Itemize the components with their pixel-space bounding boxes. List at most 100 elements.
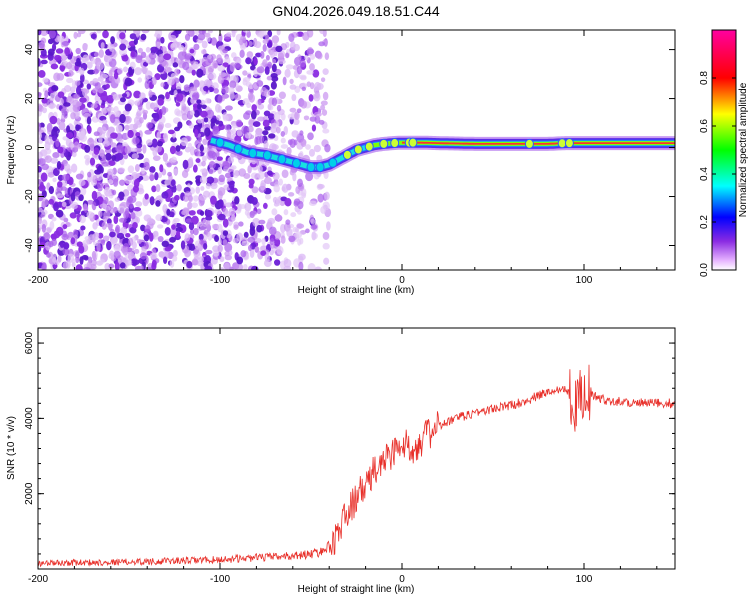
noise-point — [108, 75, 116, 82]
noise-point — [53, 202, 59, 212]
bottom-x-tick-label: -200 — [28, 574, 48, 585]
noise-point — [74, 80, 81, 86]
noise-point — [156, 131, 161, 141]
noise-point — [183, 84, 190, 91]
noise-point — [189, 229, 195, 235]
noise-point — [119, 97, 126, 103]
noise-point — [295, 231, 303, 239]
noise-point — [221, 85, 230, 94]
noise-point — [155, 200, 161, 207]
noise-point — [134, 248, 140, 254]
noise-point — [198, 194, 207, 201]
noise-point — [80, 210, 86, 217]
noise-point — [224, 172, 232, 179]
noise-point — [168, 202, 175, 208]
noise-point — [156, 41, 161, 49]
noise-point — [38, 184, 46, 192]
noise-point — [316, 52, 323, 60]
noise-point — [262, 44, 267, 52]
noise-point — [48, 240, 54, 248]
noise-point — [124, 116, 130, 123]
noise-point — [180, 137, 188, 147]
noise-point — [124, 259, 133, 266]
noise-point — [97, 87, 105, 94]
bottom-y-axis-label: SNR (10 * v/v) — [6, 416, 17, 480]
noise-point — [271, 58, 277, 64]
noise-point — [261, 237, 266, 246]
noise-point — [149, 196, 155, 206]
noise-point — [52, 253, 57, 259]
noise-point — [273, 184, 280, 193]
noise-point — [50, 157, 59, 164]
noise-point — [269, 238, 275, 246]
ridge-blob — [262, 150, 272, 161]
noise-point — [73, 249, 81, 258]
top-y-tick-label: -20 — [24, 189, 35, 204]
noise-point — [312, 232, 318, 240]
noise-point — [42, 77, 49, 83]
noise-point — [218, 120, 224, 127]
noise-point — [102, 235, 110, 242]
noise-point — [251, 186, 259, 194]
noise-point — [205, 215, 213, 221]
noise-point — [71, 151, 77, 158]
noise-point — [191, 215, 199, 225]
noise-point — [66, 168, 72, 175]
noise-point — [101, 221, 107, 230]
noise-point — [118, 217, 127, 223]
noise-point — [224, 202, 233, 208]
noise-point — [80, 128, 86, 137]
bottom-x-tick-label: -100 — [210, 574, 230, 585]
noise-point — [112, 93, 119, 101]
noise-point — [186, 260, 193, 269]
noise-point — [113, 250, 121, 260]
noise-point — [225, 105, 233, 111]
noise-point — [91, 201, 97, 211]
noise-point — [83, 154, 90, 160]
noise-point — [312, 69, 320, 78]
noise-point — [256, 208, 262, 215]
noise-point — [177, 121, 183, 129]
colorbar-tick-label: 0.0 — [699, 263, 710, 277]
noise-point — [144, 224, 151, 233]
noise-point — [75, 124, 80, 132]
noise-point — [222, 48, 229, 54]
noise-point — [207, 30, 213, 34]
noise-point — [110, 114, 116, 124]
noise-point — [157, 172, 163, 179]
noise-point — [298, 253, 306, 261]
noise-point — [109, 250, 114, 257]
noise-point — [278, 91, 286, 100]
noise-point — [93, 131, 100, 137]
noise-point — [47, 48, 55, 56]
bottom-x-tick-label: 0 — [399, 574, 405, 585]
noise-point — [281, 183, 289, 193]
noise-point — [270, 81, 277, 90]
noise-point — [301, 192, 307, 199]
noise-point — [82, 87, 88, 97]
colorbar-tick-label: 0.2 — [699, 215, 710, 229]
noise-point — [51, 128, 58, 138]
noise-point — [114, 261, 120, 270]
noise-point — [55, 209, 64, 218]
noise-point — [128, 123, 136, 130]
noise-point — [271, 35, 280, 44]
noise-point — [92, 77, 99, 84]
noise-point — [100, 93, 108, 103]
noise-point — [318, 41, 325, 47]
noise-point — [163, 53, 172, 61]
noise-point — [161, 240, 169, 248]
noise-point — [55, 226, 64, 237]
noise-point — [56, 193, 64, 199]
noise-point — [61, 41, 70, 46]
noise-point — [217, 244, 223, 253]
noise-point — [313, 144, 321, 153]
noise-point — [146, 122, 153, 130]
noise-point — [40, 59, 48, 65]
colorbar-tick-label: 0.6 — [699, 119, 710, 133]
noise-point — [296, 108, 302, 114]
noise-point — [157, 235, 164, 243]
noise-point — [139, 265, 144, 270]
